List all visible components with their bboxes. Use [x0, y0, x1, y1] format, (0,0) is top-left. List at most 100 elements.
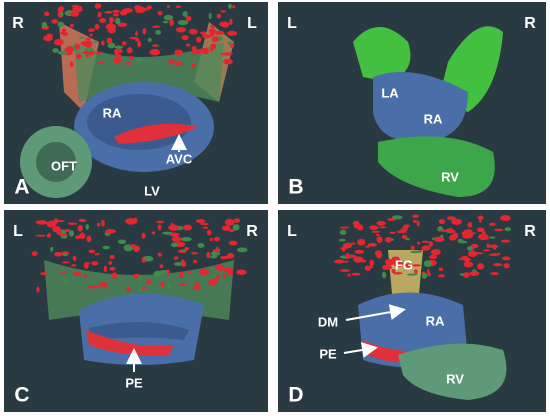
texture-speck: [482, 249, 491, 252]
texture-speck: [54, 38, 64, 46]
texture-speck: [400, 228, 408, 231]
texture-speck: [215, 264, 224, 271]
texture-speck: [382, 264, 392, 271]
texture-speck: [60, 11, 64, 17]
texture-speck: [193, 259, 198, 264]
texture-speck: [151, 44, 159, 47]
texture-speck: [351, 272, 361, 276]
texture-speck: [105, 229, 117, 234]
texture-speck: [157, 10, 163, 16]
texture-speck: [85, 37, 92, 41]
texture-speck: [179, 283, 187, 287]
texture-speck: [463, 229, 473, 234]
texture-speck: [41, 21, 48, 29]
texture-speck: [93, 39, 97, 44]
texture-speck: [220, 10, 227, 13]
texture-speck: [477, 263, 485, 270]
texture: [41, 3, 238, 68]
texture-speck: [117, 22, 128, 27]
texture-speck: [501, 256, 511, 261]
texture-speck: [151, 231, 156, 235]
texture-speck: [360, 259, 366, 263]
texture-speck: [216, 13, 222, 19]
texture-speck: [86, 235, 92, 243]
structure-label: PE: [319, 346, 337, 361]
texture-speck: [232, 224, 240, 231]
texture-speck: [113, 57, 122, 64]
panel-c: L R PE C: [4, 210, 268, 412]
texture-speck: [46, 220, 57, 228]
texture-speck: [411, 264, 422, 267]
texture-speck: [199, 268, 203, 275]
texture-speck: [72, 255, 77, 262]
texture-speck: [146, 279, 152, 285]
texture-speck: [428, 254, 438, 260]
texture-speck: [141, 232, 146, 239]
texture-speck: [159, 264, 164, 269]
texture-speck: [353, 224, 363, 229]
texture-speck: [219, 21, 230, 27]
texture-speck: [79, 36, 85, 39]
texture-speck: [504, 227, 511, 232]
texture-speck: [339, 226, 350, 229]
texture-speck: [228, 240, 238, 246]
texture-speck: [114, 50, 120, 57]
texture-speck: [85, 47, 94, 52]
texture-speck: [467, 221, 473, 228]
texture-speck: [167, 283, 171, 289]
texture-speck: [458, 257, 467, 261]
texture-speck: [457, 239, 464, 243]
orientation-label: R: [524, 15, 536, 32]
texture-speck: [392, 272, 403, 275]
texture-speck: [59, 32, 69, 35]
texture-speck: [354, 249, 365, 254]
texture-speck: [336, 259, 344, 263]
texture-speck: [103, 265, 108, 272]
texture-speck: [196, 36, 202, 43]
texture-speck: [121, 41, 127, 46]
texture-speck: [108, 16, 115, 23]
texture-speck: [490, 272, 499, 276]
texture-speck: [155, 30, 162, 35]
texture-speck: [71, 264, 77, 267]
texture-speck: [177, 19, 189, 26]
panel-b: L R LA RA RV B: [278, 2, 546, 204]
texture-speck: [412, 219, 418, 223]
texture-speck: [182, 10, 188, 17]
texture-speck: [389, 231, 396, 234]
texture-speck: [227, 271, 234, 276]
texture-speck: [40, 272, 48, 276]
texture-speck: [174, 262, 183, 266]
texture-speck: [152, 25, 161, 28]
texture-speck: [36, 220, 48, 225]
texture-speck: [62, 253, 68, 257]
texture-speck: [109, 266, 116, 271]
texture-speck: [479, 237, 490, 240]
texture-speck: [210, 251, 221, 256]
texture-speck: [227, 30, 238, 36]
texture-speck: [489, 236, 496, 239]
texture-speck: [60, 233, 68, 237]
texture-speck: [88, 249, 96, 254]
texture-speck: [77, 224, 83, 232]
texture-speck: [488, 222, 496, 227]
texture-speck: [339, 229, 347, 235]
orientation-label: L: [287, 223, 297, 240]
texture-speck: [117, 239, 127, 245]
texture-speck: [141, 258, 146, 263]
texture-speck: [341, 246, 346, 252]
texture-speck: [65, 46, 74, 53]
texture-speck: [448, 228, 454, 234]
texture-speck: [224, 218, 235, 226]
texture-speck: [451, 218, 462, 225]
texture-speck: [170, 242, 179, 248]
texture-speck: [94, 23, 100, 30]
texture-speck: [210, 255, 218, 259]
texture-speck: [129, 55, 134, 61]
texture-speck: [223, 58, 233, 65]
texture-speck: [147, 38, 152, 43]
texture-speck: [57, 8, 62, 12]
texture-speck: [493, 228, 504, 232]
texture-speck: [195, 219, 206, 224]
